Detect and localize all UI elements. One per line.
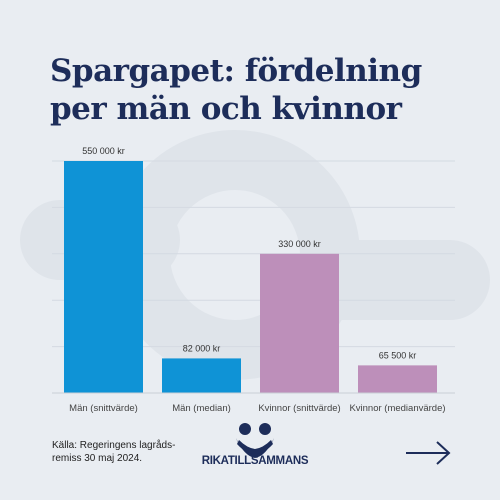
brand-logo-icon [236,423,274,458]
bar-value-label: 82 000 kr [183,343,221,353]
bar-value-label: 65 500 kr [379,350,417,360]
x-tick-label: Kvinnor (snittvärde) [258,403,340,414]
title-line-1: Spargapet: fördelning [50,53,422,89]
bar [260,253,339,393]
x-tick-label: Kvinnor (medianvärde) [349,403,445,414]
bar-value-label: 550 000 kr [82,146,125,156]
page-title: Spargapet: fördelning per män och kvinno… [50,52,470,128]
x-tick-label: Män (median) [172,403,231,414]
bar-value-label: 330 000 kr [278,239,321,249]
bar [358,365,437,393]
bar [64,161,143,393]
source-note: Källa: Regeringens lagråds- remiss 30 ma… [52,440,176,464]
next-arrow-icon[interactable] [404,438,452,468]
title-line-2: per män och kvinnor [50,91,402,127]
bar [162,358,241,393]
x-tick-label: Män (snittvärde) [69,403,138,414]
brand-name: RIKATILLSAMMANS [201,455,309,467]
